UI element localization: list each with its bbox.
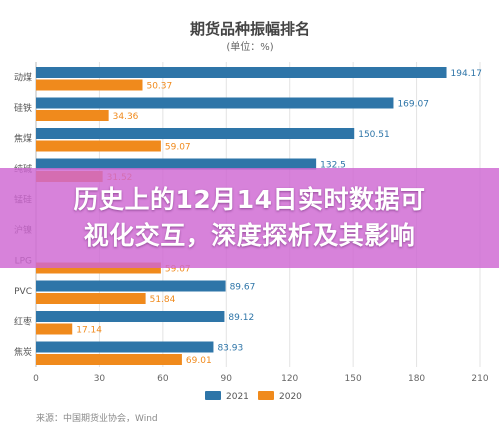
bar-value-label: 69.01 [186, 356, 212, 366]
bar-2021 [36, 341, 214, 353]
bar-2020 [36, 323, 73, 335]
chart-subtitle: (单位：%) [226, 40, 273, 53]
x-tick-label: 90 [221, 374, 233, 384]
legend-swatch [205, 391, 221, 400]
x-tick-label: 210 [471, 374, 488, 384]
bar-2021 [36, 97, 394, 109]
source-note: 来源：中国期货业协会，Wind [36, 414, 158, 424]
category-label: 红枣 [14, 315, 32, 327]
legend-label: 2020 [279, 392, 302, 402]
bar-value-label: 169.07 [397, 100, 429, 110]
bar-value-label: 34.36 [113, 112, 139, 122]
overlay-banner: 历史上的12月14日实时数据可 视化交互，深度探析及其影响 [0, 168, 499, 268]
bar-value-label: 89.67 [230, 283, 256, 293]
bar-value-label: 89.12 [228, 313, 254, 323]
bar-value-label: 194.17 [451, 69, 483, 79]
bar-value-label: 132.5 [320, 161, 346, 171]
bar-value-label: 59.07 [165, 143, 191, 153]
category-label: 焦煤 [14, 132, 32, 144]
bar-2020 [36, 262, 161, 274]
legend: 2021 2020 [205, 391, 302, 402]
bar-2021 [36, 311, 225, 322]
bar-2020 [36, 110, 109, 121]
bar-2021 [36, 67, 447, 78]
x-tick-label: 30 [94, 374, 106, 384]
bar-value-label: 59.07 [165, 265, 191, 275]
bar-value-label: 150.51 [358, 130, 390, 140]
bar-value-label: 50.37 [146, 82, 172, 92]
category-label: PVC [14, 287, 32, 297]
bar-2021 [36, 280, 226, 292]
bar-2021 [36, 128, 355, 139]
bar-2021 [36, 158, 317, 170]
chart-title: 期货品种振幅排名 [190, 20, 310, 38]
x-tick-label: 180 [408, 374, 425, 384]
bar-2020 [36, 293, 146, 304]
x-tick-label: 150 [345, 374, 362, 384]
bar-value-label: 51.84 [150, 295, 176, 305]
x-tick-label: 60 [157, 374, 169, 384]
bar-value-label: 17.14 [76, 326, 102, 336]
category-label: 动煤 [14, 71, 32, 83]
x-tick-label: 0 [33, 374, 39, 384]
x-tick-label: 120 [281, 374, 298, 384]
banner-line-1: 历史上的12月14日实时数据可 [73, 185, 426, 214]
bar-2020 [36, 140, 161, 152]
legend-label: 2021 [226, 392, 249, 402]
bar-2020 [36, 354, 182, 365]
legend-swatch [258, 391, 274, 400]
category-label: 硅铁 [14, 102, 32, 114]
bar-2020 [36, 79, 143, 91]
banner-line-2: 视化交互，深度探析及其影响 [83, 221, 416, 250]
bar-value-label: 83.93 [217, 344, 243, 354]
category-label: 焦炭 [14, 346, 32, 358]
x-tick-labels: 0 30 60 90 120 150 180 210 [33, 374, 489, 384]
